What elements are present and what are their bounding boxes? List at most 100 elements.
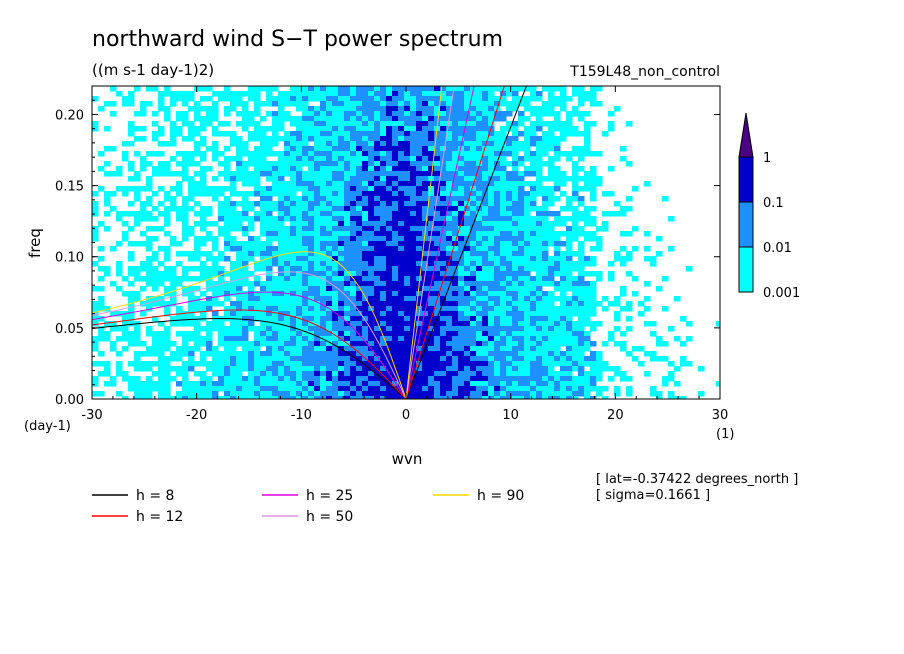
field-cell (176, 181, 183, 187)
field-cell (476, 306, 483, 312)
field-cell (278, 371, 285, 377)
field-cell (290, 296, 297, 302)
field-cell (314, 276, 321, 282)
field-cell (350, 181, 357, 187)
field-cell (440, 241, 447, 247)
field-cell (440, 111, 447, 117)
field-cell (512, 356, 519, 362)
field-cell (440, 121, 447, 127)
field-cell (464, 191, 471, 197)
field-cell (320, 171, 327, 177)
field-cell (350, 306, 357, 312)
field-cell (272, 191, 279, 197)
field-cell (470, 241, 477, 247)
field-cell (338, 121, 345, 127)
field-cell (146, 266, 153, 272)
field-cell (578, 281, 585, 287)
field-cell (368, 161, 375, 167)
field-cell (494, 346, 501, 352)
field-cell (440, 116, 447, 122)
field-cell (272, 356, 279, 362)
field-cell (308, 166, 315, 172)
field-cell (332, 166, 339, 172)
field-cell (506, 281, 513, 287)
field-cell (470, 211, 477, 217)
field-cell (368, 381, 375, 387)
field-cell (626, 326, 633, 332)
field-cell (452, 376, 459, 382)
field-cell (428, 361, 435, 367)
field-cell (296, 241, 303, 247)
field-cell (566, 121, 573, 127)
field-cell (296, 371, 303, 377)
field-cell (434, 106, 441, 112)
field-cell (140, 156, 147, 162)
field-cell (302, 326, 309, 332)
field-cell (494, 111, 501, 117)
field-cell (164, 141, 171, 147)
field-cell (590, 341, 597, 347)
field-cell (410, 166, 417, 172)
field-cell (590, 236, 597, 242)
field-cell (464, 286, 471, 292)
field-cell (626, 206, 633, 212)
field-cell (536, 256, 543, 262)
field-cell (182, 381, 189, 387)
field-cell (524, 86, 531, 92)
field-cell (404, 201, 411, 207)
field-cell (506, 211, 513, 217)
field-cell (452, 131, 459, 137)
field-cell (434, 186, 441, 192)
field-cell (554, 286, 561, 292)
field-cell (482, 331, 489, 337)
field-cell (314, 356, 321, 362)
field-cell (308, 181, 315, 187)
field-cell (362, 311, 369, 317)
field-cell (284, 171, 291, 177)
field-cell (512, 241, 519, 247)
field-cell (626, 196, 633, 202)
field-cell (302, 286, 309, 292)
field-cell (284, 256, 291, 262)
field-cell (386, 346, 393, 352)
field-cell (536, 261, 543, 267)
field-cell (188, 346, 195, 352)
field-cell (356, 271, 363, 277)
field-cell (470, 136, 477, 142)
field-cell (404, 321, 411, 327)
field-cell (482, 201, 489, 207)
field-cell (566, 236, 573, 242)
field-cell (338, 286, 345, 292)
field-cell (272, 351, 279, 357)
field-cell (134, 266, 141, 272)
legend-label: h = 25 (306, 488, 353, 504)
field-cell (428, 341, 435, 347)
field-cell (488, 276, 495, 282)
field-cell (494, 116, 501, 122)
field-cell (104, 146, 111, 152)
field-cell (518, 386, 525, 392)
field-cell (446, 191, 453, 197)
field-cell (164, 386, 171, 392)
field-cell (368, 86, 375, 92)
field-cell (512, 346, 519, 352)
field-cell (302, 391, 309, 397)
field-cell (344, 356, 351, 362)
field-cell (242, 366, 249, 372)
field-cell (554, 381, 561, 387)
field-cell (296, 211, 303, 217)
field-cell (260, 101, 267, 107)
field-cell (446, 286, 453, 292)
field-cell (140, 266, 147, 272)
field-cell (338, 221, 345, 227)
field-cell (482, 296, 489, 302)
field-cell (500, 346, 507, 352)
field-cell (152, 301, 159, 307)
field-cell (380, 276, 387, 282)
field-cell (236, 141, 243, 147)
field-cell (392, 211, 399, 217)
field-cell (578, 151, 585, 157)
field-cell (482, 256, 489, 262)
field-cell (500, 116, 507, 122)
field-cell (452, 231, 459, 237)
